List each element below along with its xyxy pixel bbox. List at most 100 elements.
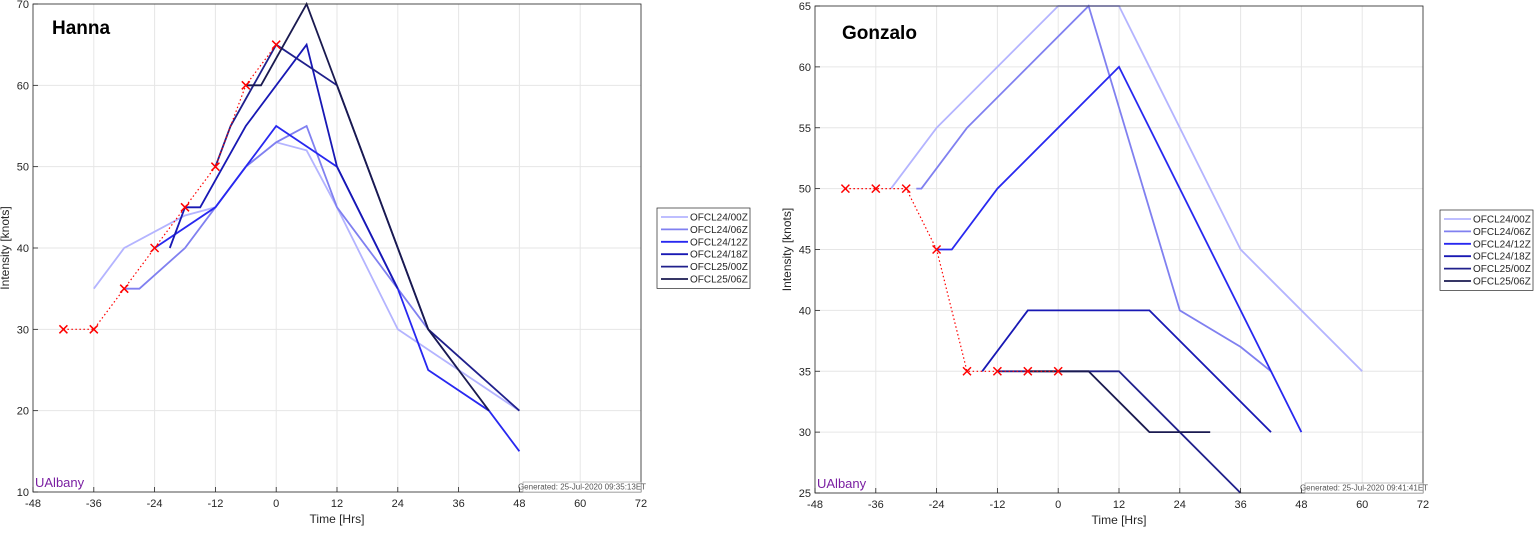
x-tick-label: 24 — [392, 498, 404, 510]
legend-box — [656, 207, 751, 289]
observed-point-marker — [871, 184, 881, 194]
legend-entry: OFCL24/18Z — [1473, 252, 1531, 263]
x-tick-label: 72 — [635, 498, 647, 510]
y-tick-label: 40 — [17, 243, 29, 255]
observed-point-marker — [89, 324, 99, 334]
credit-label: UAlbany — [817, 476, 867, 491]
legend-entry: OFCL24/06Z — [1473, 227, 1531, 238]
x-tick-label: 48 — [513, 498, 525, 510]
x-tick-label: -48 — [25, 498, 41, 510]
legend-entry: OFCL24/18Z — [690, 250, 748, 261]
x-tick-label: -24 — [929, 499, 945, 511]
marker-stroke — [992, 366, 1002, 376]
y-tick-label: 50 — [17, 162, 29, 174]
x-tick-label: 36 — [1234, 499, 1246, 511]
chart-title: Hanna — [52, 18, 111, 39]
marker-stroke — [840, 184, 850, 194]
y-tick-label: 55 — [799, 123, 811, 135]
legend-entry: OFCL24/00Z — [690, 213, 748, 224]
x-tick-label: -12 — [989, 499, 1005, 511]
legend-entry: OFCL25/06Z — [1473, 277, 1531, 288]
legend-box — [1439, 209, 1534, 291]
marker-stroke — [932, 244, 942, 255]
generated-stamp: Generated: 25-Jul-2020 09:35:13ET — [518, 483, 646, 492]
observed-point-marker — [241, 80, 251, 90]
marker-stroke — [89, 324, 99, 334]
chart-panel-1: -48 -36 -24 -12 0 12 24 36 48 60 72 25 30 35 40 45 50 55 6… — [780, 1, 1534, 527]
marker-stroke — [150, 243, 160, 253]
y-tick-label: 70 — [17, 0, 29, 11]
legend-entry: OFCL24/12Z — [690, 237, 748, 248]
legend-entry: OFCL24/12Z — [1473, 239, 1531, 250]
y-tick-label: 10 — [17, 487, 29, 499]
x-tick-label: -36 — [868, 499, 884, 511]
x-tick-label: 12 — [1113, 499, 1125, 511]
x-axis-label: Time [Hrs] — [310, 512, 365, 526]
observed-point-marker — [932, 244, 942, 255]
marker-stroke — [962, 366, 972, 376]
y-tick-label: 20 — [17, 406, 29, 418]
legend-entry: OFCL25/00Z — [690, 262, 748, 273]
observed-point-marker — [901, 184, 911, 194]
y-tick-label: 25 — [799, 488, 811, 500]
observed-point-marker — [210, 162, 220, 172]
series-line-ofcl24-18z — [981, 309, 1272, 433]
x-tick-label: -12 — [207, 498, 223, 510]
chart-title: Gonzalo — [842, 23, 917, 44]
marker-stroke — [119, 284, 129, 294]
observed-point-marker — [840, 184, 850, 194]
observed-point-marker — [58, 324, 68, 334]
marker-stroke — [58, 324, 68, 334]
generated-stamp-box — [522, 481, 642, 493]
y-tick-label: 50 — [799, 184, 811, 196]
x-tick-label: 0 — [1055, 499, 1061, 511]
observed-point-marker — [992, 366, 1002, 376]
y-tick-label: 30 — [799, 427, 811, 439]
observed-point-marker — [1023, 366, 1033, 376]
marker-stroke — [180, 202, 190, 212]
y-tick-label: 45 — [799, 245, 811, 257]
y-tick-label: 60 — [17, 80, 29, 92]
marker-stroke — [210, 162, 220, 172]
marker-stroke — [1023, 366, 1033, 376]
x-tick-label: 72 — [1417, 499, 1429, 511]
marker-stroke — [901, 184, 911, 194]
marker-stroke — [271, 40, 281, 50]
series-line-ofcl24-12z — [936, 65, 1303, 433]
observed-point-marker — [180, 202, 190, 212]
x-tick-label: 60 — [574, 498, 586, 510]
y-axis-label: Intensity [knots] — [0, 206, 12, 289]
legend-entry: OFCL25/06Z — [690, 275, 748, 286]
y-axis-label: Intensity [knots] — [780, 208, 794, 291]
legend-entry: OFCL24/00Z — [1473, 215, 1531, 226]
series-line-ofcl25-00z — [214, 43, 520, 412]
marker-stroke — [1053, 366, 1063, 376]
observed-point-marker — [1053, 366, 1063, 376]
y-tick-label: 35 — [799, 366, 811, 378]
x-tick-label: 24 — [1174, 499, 1186, 511]
credit-label: UAlbany — [35, 475, 85, 490]
x-tick-label: -48 — [807, 499, 823, 511]
chart-panel-0: -48 -36 -24 -12 0 12 24 36 48 60 72 10 20 30 40 50 60 70 T… — [0, 0, 751, 526]
y-tick-label: 40 — [799, 305, 811, 317]
marker-stroke — [871, 184, 881, 194]
x-axis-label: Time [Hrs] — [1092, 513, 1147, 527]
generated-stamp: Generated: 25-Jul-2020 09:41:41ET — [1300, 484, 1428, 493]
generated-stamp-box — [1304, 482, 1424, 494]
observed-point-marker — [271, 40, 281, 50]
y-tick-label: 65 — [799, 1, 811, 13]
legend-entry: OFCL24/06Z — [690, 225, 748, 236]
marker-stroke — [241, 80, 251, 90]
observed-track-line — [63, 44, 277, 330]
x-tick-label: 60 — [1356, 499, 1368, 511]
y-tick-label: 30 — [17, 324, 29, 336]
series-line-ofcl25-06z — [245, 1, 490, 412]
x-tick-label: -24 — [147, 498, 163, 510]
x-tick-label: 36 — [452, 498, 464, 510]
x-tick-label: -36 — [86, 498, 102, 510]
y-tick-label: 60 — [799, 62, 811, 74]
observed-point-marker — [119, 284, 129, 294]
